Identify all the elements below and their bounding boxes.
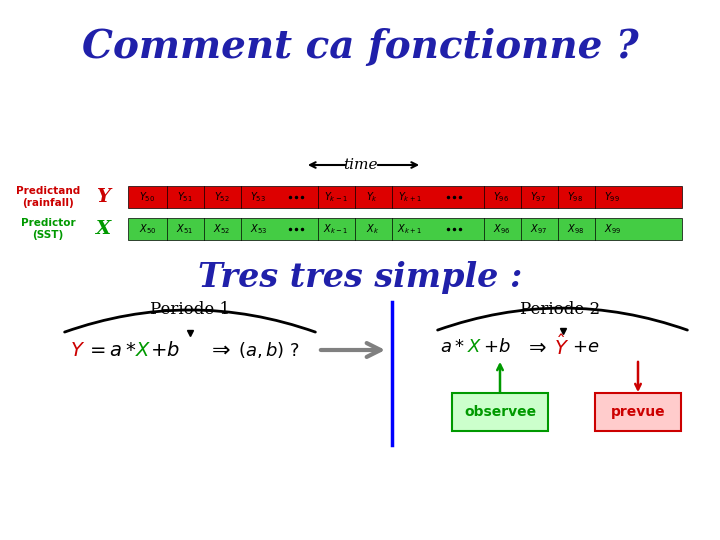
Text: $X$: $X$ — [135, 341, 152, 360]
Text: $= a*$: $= a*$ — [86, 341, 137, 360]
Text: $(a,b)\ ?$: $(a,b)\ ?$ — [238, 340, 300, 360]
Text: Predictand
(rainfall): Predictand (rainfall) — [16, 186, 80, 208]
Text: $Y_{53}$: $Y_{53}$ — [251, 190, 266, 204]
Text: Predictor
(SST): Predictor (SST) — [21, 218, 76, 240]
Text: Comment ca fonctionne ?: Comment ca fonctionne ? — [81, 28, 639, 66]
Text: X: X — [96, 220, 111, 238]
Text: prevue: prevue — [611, 405, 665, 419]
Text: time: time — [343, 158, 377, 172]
Text: $X_{k+1}$: $X_{k+1}$ — [397, 222, 422, 236]
Text: $X_{52}$: $X_{52}$ — [213, 222, 230, 236]
Text: $X_{k-1}$: $X_{k-1}$ — [323, 222, 348, 236]
Bar — [128, 218, 682, 240]
Text: $X_{50}$: $X_{50}$ — [139, 222, 156, 236]
Text: $Y_{99}$: $Y_{99}$ — [605, 190, 621, 204]
Text: $a*$: $a*$ — [440, 338, 465, 356]
Text: $Y_{98}$: $Y_{98}$ — [567, 190, 584, 204]
Text: $Y_{52}$: $Y_{52}$ — [214, 190, 230, 204]
Text: $\Rightarrow$: $\Rightarrow$ — [207, 340, 231, 360]
Text: $X_{k}$: $X_{k}$ — [366, 222, 379, 236]
Text: $Y_{50}$: $Y_{50}$ — [140, 190, 156, 204]
Text: $+ b$: $+ b$ — [150, 341, 180, 360]
Text: $Y_{k+1}$: $Y_{k+1}$ — [397, 190, 421, 204]
Text: observee: observee — [464, 405, 536, 419]
Text: $Y$: $Y$ — [70, 341, 85, 360]
Text: $X$: $X$ — [467, 338, 482, 356]
Text: $Y_{k-1}$: $Y_{k-1}$ — [323, 190, 348, 204]
Text: $Y_{51}$: $Y_{51}$ — [176, 190, 192, 204]
FancyBboxPatch shape — [595, 393, 681, 431]
Text: $X_{98}$: $X_{98}$ — [567, 222, 584, 236]
Text: Tres tres simple :: Tres tres simple : — [198, 261, 522, 294]
Text: $\hat{Y}$: $\hat{Y}$ — [554, 335, 570, 360]
Text: $+ e$: $+ e$ — [572, 338, 599, 356]
Bar — [128, 186, 682, 208]
Text: Y: Y — [96, 188, 110, 206]
Text: $X_{96}$: $X_{96}$ — [492, 222, 510, 236]
FancyBboxPatch shape — [452, 393, 548, 431]
Text: Periode 2: Periode 2 — [520, 301, 600, 319]
Text: $X_{53}$: $X_{53}$ — [250, 222, 267, 236]
Text: $X_{99}$: $X_{99}$ — [604, 222, 621, 236]
Text: $Y_{97}$: $Y_{97}$ — [531, 190, 546, 204]
Text: $+ b$: $+ b$ — [483, 338, 510, 356]
Text: $\Rightarrow$: $\Rightarrow$ — [524, 337, 546, 357]
Text: $X_{97}$: $X_{97}$ — [530, 222, 547, 236]
Text: $X_{51}$: $X_{51}$ — [176, 222, 193, 236]
Text: $Y_{96}$: $Y_{96}$ — [493, 190, 510, 204]
Text: Periode 1: Periode 1 — [150, 301, 230, 319]
Text: $Y_{k}$: $Y_{k}$ — [366, 190, 379, 204]
